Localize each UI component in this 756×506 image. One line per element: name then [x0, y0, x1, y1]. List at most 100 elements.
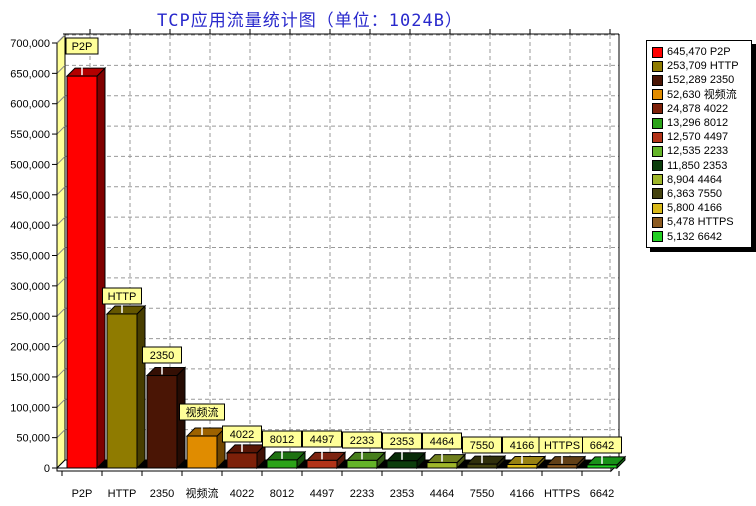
bar-label-box [65, 37, 99, 55]
legend-label: 24,878 4022 [667, 102, 729, 115]
y-tick-label: 500,000 [10, 159, 50, 171]
bar-front-face [506, 463, 538, 469]
bar-label-box [582, 436, 622, 454]
legend-item: 152,289 2350 [652, 73, 748, 87]
wall-hatch [56, 216, 66, 226]
bar-front-face [266, 459, 298, 469]
wall-hatch [56, 186, 66, 196]
x-category-label: 4497 [310, 488, 334, 500]
bar-front-face [586, 464, 618, 469]
bar-label-box [262, 430, 302, 448]
legend-box: 645,470 P2P 253,709 HTTP 152,289 2350 52,63… [646, 40, 752, 248]
bar-label-box [179, 403, 225, 421]
bar-label-text: P2P [72, 41, 93, 53]
legend-item: 645,470 P2P [652, 45, 748, 59]
bar-front-face [426, 462, 458, 469]
legend-label: 645,470 P2P [667, 46, 731, 59]
bar-label-text: 6642 [590, 440, 614, 452]
bar-label-box [142, 346, 182, 364]
x-category-label: 7550 [470, 488, 494, 500]
bar-label-box [342, 431, 382, 449]
legend-swatch [652, 103, 663, 115]
bar-front-face [66, 75, 98, 469]
y-tick-label: 700,000 [10, 38, 50, 50]
bar-front-face [346, 459, 378, 469]
legend-label: 12,535 2233 [667, 145, 729, 158]
legend-item: 5,478 HTTPS [652, 215, 748, 229]
x-category-label: 4166 [510, 488, 534, 500]
x-category-label: 视频流 [186, 486, 219, 500]
y-tick-label: 650,000 [10, 68, 50, 80]
chart-title: TCP应用流量统计图（单位：1024B） [157, 11, 463, 31]
bar-label-text: 视频流 [186, 405, 219, 419]
wall-hatch [56, 277, 66, 287]
bar-label-text: 4464 [430, 436, 454, 448]
legend-swatch [652, 74, 663, 86]
legend-item: 12,535 2233 [652, 144, 748, 158]
legend-label: 5,800 4166 [667, 202, 723, 215]
y-tick-label: 0 [44, 463, 50, 475]
bar-label-box [222, 425, 262, 443]
bar-label-box [302, 430, 342, 448]
x-category-label: 6642 [590, 488, 614, 500]
wall-hatch [56, 338, 66, 347]
legend-swatch [652, 46, 663, 58]
legend-label: 5,478 HTTPS [667, 216, 734, 229]
wall-hatch [56, 34, 66, 44]
legend-label: 12,570 4497 [667, 131, 729, 144]
legend-label: 8,904 4464 [667, 173, 723, 186]
legend-item: 5,132 6642 [652, 229, 748, 243]
legend-label: 52,630 视频流 [667, 88, 737, 101]
bar-front-face [106, 313, 138, 469]
bar-label-text: 4166 [510, 440, 534, 452]
y-tick-label: 550,000 [10, 129, 50, 141]
bar-front-face [546, 464, 578, 469]
bar-front-face [226, 452, 258, 469]
wall-hatch [56, 368, 66, 378]
legend-swatch [652, 89, 663, 101]
x-category-label: 2353 [390, 488, 414, 500]
x-category-label: 2233 [350, 488, 374, 500]
bar-label-text: 2233 [350, 435, 374, 447]
bar-label-text: 4497 [310, 434, 334, 446]
bar-label-text: 8012 [270, 434, 294, 446]
legend-swatch [652, 60, 663, 72]
wall-hatch [56, 156, 66, 165]
wall-hatch [56, 125, 66, 135]
legend-swatch [652, 174, 663, 186]
x-category-label: HTTP [108, 488, 137, 500]
legend-label: 5,132 6642 [667, 230, 723, 243]
legend-label: 11,850 2353 [667, 159, 728, 172]
legend-label: 152,289 2350 [667, 74, 735, 87]
x-category-label: P2P [72, 488, 93, 500]
bar-label-box [382, 432, 422, 450]
legend-swatch [652, 202, 663, 214]
legend-swatch [652, 188, 663, 200]
legend-item: 12,570 4497 [652, 130, 748, 144]
legend-swatch [652, 160, 663, 172]
legend-swatch [652, 216, 663, 228]
wall-hatch [56, 65, 66, 74]
wall-hatch [56, 398, 66, 408]
bar-label-box [102, 287, 142, 305]
y-tick-label: 300,000 [10, 281, 50, 293]
y-tick-label: 50,000 [16, 433, 50, 445]
bar-side-face [96, 66, 106, 470]
legend-item: 11,850 2353 [652, 159, 748, 173]
legend-label: 6,363 7550 [667, 187, 723, 200]
y-tick-label: 200,000 [10, 342, 50, 354]
legend-swatch [652, 231, 663, 243]
y-tick-label: 350,000 [10, 251, 50, 263]
y-tick-label: 450,000 [10, 190, 50, 202]
legend-item: 5,800 4166 [652, 201, 748, 215]
bar-front-face [146, 375, 178, 469]
bar-label-text: HTTP [108, 291, 137, 303]
x-category-label: HTTPS [544, 488, 580, 500]
bar-label-text: 4022 [230, 429, 254, 441]
x-category-label: 4464 [430, 488, 454, 500]
legend-label: 13,296 8012 [667, 117, 729, 130]
legend-label: 253,709 HTTP [667, 60, 739, 73]
y-tick-label: 100,000 [10, 402, 50, 414]
